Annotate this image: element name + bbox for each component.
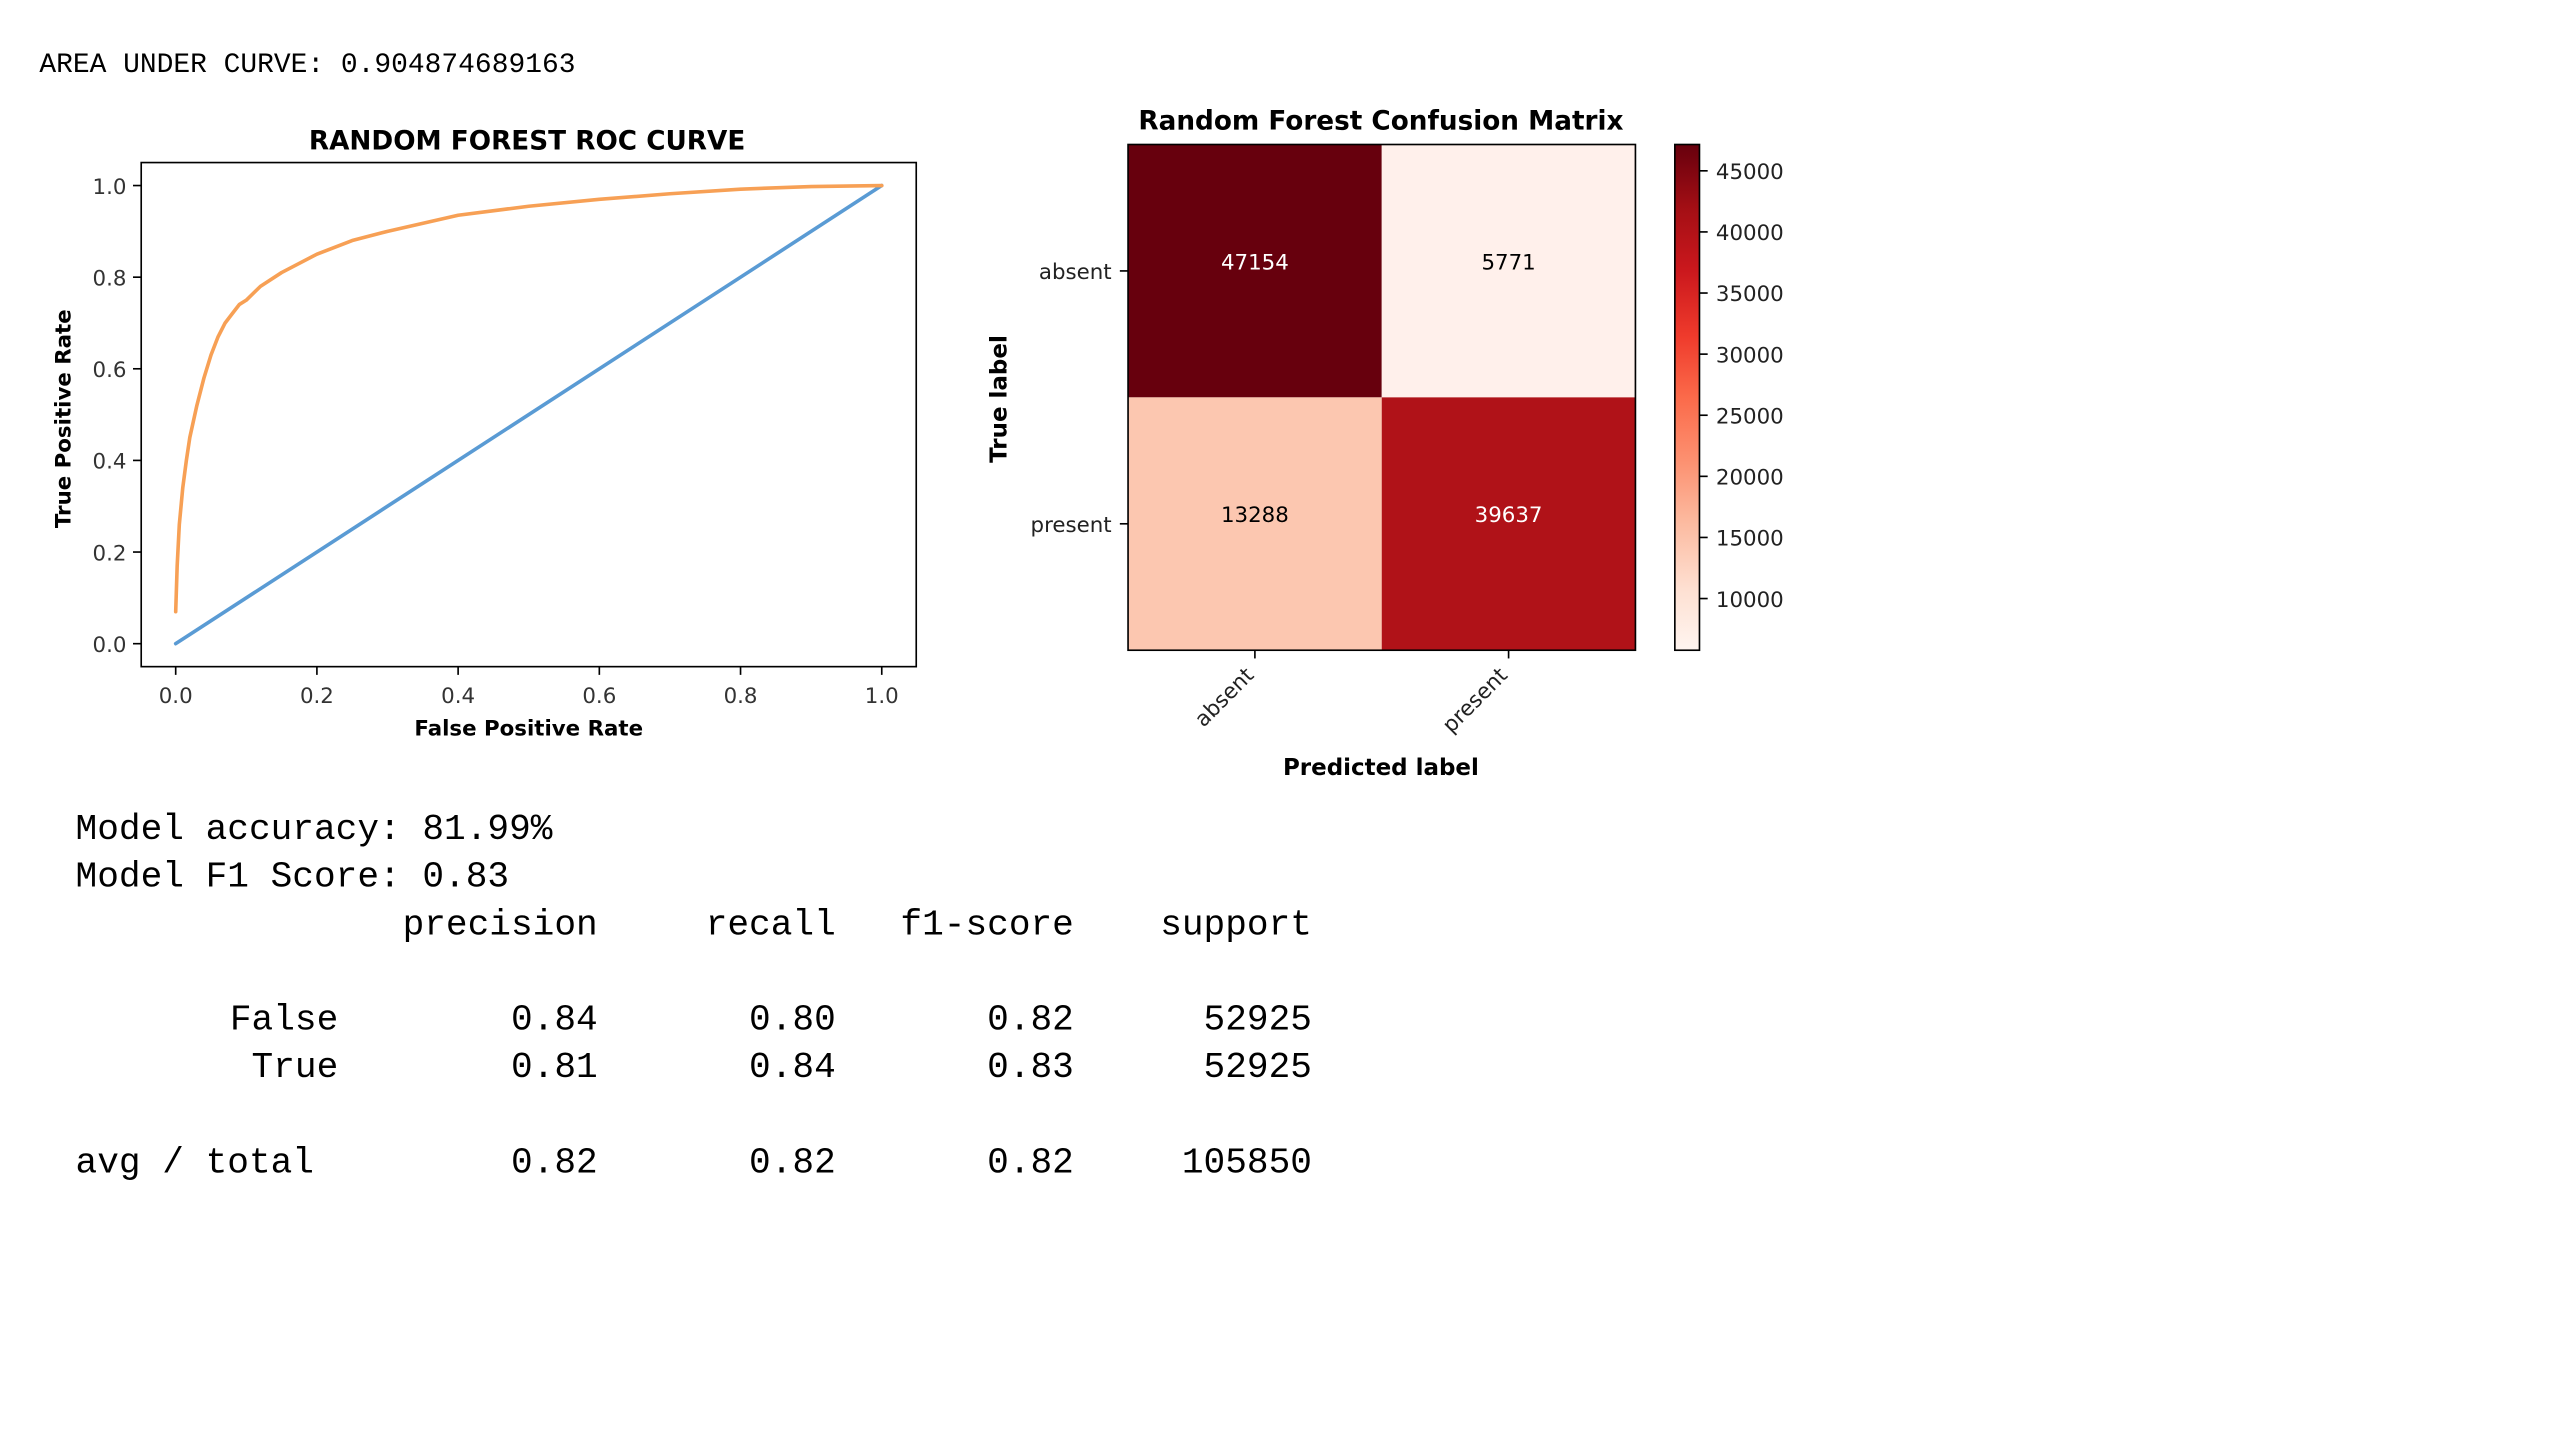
colorbar-tick-label: 25000	[1716, 404, 1784, 429]
roc-x-tick-label: 0.2	[300, 684, 334, 709]
cm-y-tick-label: present	[1031, 513, 1112, 538]
header-support: support	[1160, 904, 1312, 946]
roc-y-tick-label: 0.2	[93, 541, 127, 566]
cm-cell-value: 5771	[1481, 250, 1535, 275]
cm-cell-value: 47154	[1221, 250, 1289, 275]
cm-cell-value: 39637	[1475, 503, 1543, 528]
cm-y-tick-labels: absent present	[1031, 260, 1129, 538]
cm-cell	[1128, 397, 1382, 651]
colorbar	[1674, 143, 1701, 652]
roc-y-tick-label: 0.8	[93, 266, 127, 291]
colorbar-tick-label: 40000	[1716, 221, 1784, 246]
cell-recall: 0.80	[749, 999, 836, 1042]
cell-precision: 0.84	[510, 999, 598, 1042]
report-row-total: avg / total 0.82 0.82 0.82 105850	[76, 1140, 1312, 1188]
row-label: False	[229, 999, 339, 1042]
header-recall: recall	[705, 904, 836, 946]
roc-y-tick-label: 0.6	[93, 358, 127, 383]
auc-text: AREA UNDER CURVE: 0.904874689163	[39, 50, 576, 83]
roc-y-tick-label: 0.4	[93, 450, 127, 475]
roc-y-tick-label: 1.0	[93, 175, 127, 200]
header-precision: precision	[402, 904, 598, 946]
cm-title: Random Forest Confusion Matrix	[1138, 107, 1623, 137]
roc-x-tick-label: 0.4	[441, 684, 475, 709]
accuracy-text: Model accuracy: 81.99%	[75, 809, 553, 851]
cm-x-tick-label: absent	[1190, 663, 1259, 732]
colorbar-tick-label: 10000	[1716, 588, 1784, 613]
roc-y-axis-label: True Positive Rate	[52, 309, 77, 528]
row-label: avg / total	[75, 1142, 315, 1184]
cm-y-axis-label: True label	[987, 335, 1013, 463]
cell-f1-score: 0.82	[987, 1142, 1074, 1184]
report-header-row: precision recall f1-score support	[76, 901, 1312, 949]
cell-recall: 0.84	[749, 1047, 836, 1089]
cm-x-tick-labels: absent present	[1190, 650, 1513, 738]
cm-frame	[1127, 143, 1637, 652]
cm-cell	[1381, 397, 1636, 651]
cell-recall: 0.82	[749, 1142, 836, 1184]
roc-y-ticks: 0.0 0.2 0.4 0.6 0.8 1.0	[93, 175, 142, 658]
colorbar-tick-label: 15000	[1716, 527, 1784, 552]
f1-score-text: Model F1 Score: 0.83	[75, 857, 510, 899]
roc-x-tick-label: 0.6	[582, 684, 616, 709]
cell-precision: 0.81	[510, 1047, 598, 1089]
roc-x-tick-label: 1.0	[865, 684, 899, 709]
roc-diagonal-line	[173, 183, 884, 646]
colorbar-tick-label: 35000	[1716, 282, 1784, 307]
cell-f1-score: 0.82	[987, 999, 1074, 1042]
classification-report: Model accuracy: 81.99% Model F1 Score: 0…	[76, 806, 1312, 1187]
row-label: True	[251, 1047, 339, 1089]
colorbar-tick-label: 20000	[1716, 466, 1784, 491]
roc-x-axis-label: False Positive Rate	[414, 717, 643, 742]
roc-curve-line	[173, 183, 884, 614]
cm-x-axis-label: Predicted label	[1283, 755, 1479, 781]
colorbar-ticks: 10000 15000 20000 25000 30000 35000 40000 45000	[1699, 160, 1784, 613]
cm-cell	[1128, 144, 1382, 398]
cell-support: 52925	[1203, 1047, 1312, 1089]
roc-title: RANDOM FOREST ROC CURVE	[309, 126, 745, 156]
cm-cell	[1381, 144, 1636, 398]
report-row-false: False 0.84 0.80 0.82 52925	[76, 997, 1312, 1045]
cm-y-tick-label: absent	[1039, 260, 1112, 285]
cell-support: 105850	[1181, 1142, 1312, 1184]
roc-x-ticks: 0.0 0.2 0.4 0.6 0.8 1.0	[159, 666, 899, 709]
cell-precision: 0.82	[510, 1142, 598, 1184]
confusion-matrix-chart: Random Forest Confusion Matrix 47154 5771…	[987, 107, 1784, 781]
roc-lines	[173, 183, 884, 646]
colorbar-tick-label: 30000	[1716, 343, 1784, 368]
roc-y-tick-label: 0.0	[93, 633, 127, 658]
cm-cell-value: 13288	[1221, 503, 1289, 528]
report-row-true: True 0.81 0.84 0.83 52925	[76, 1044, 1312, 1092]
roc-x-tick-label: 0.0	[159, 684, 193, 709]
cm-cells: 47154 5771 13288 39637	[1128, 144, 1636, 651]
header-f1-score: f1-score	[900, 904, 1074, 946]
cm-x-tick-label: present	[1438, 663, 1513, 738]
cell-support: 52925	[1203, 999, 1312, 1042]
roc-chart: RANDOM FOREST ROC CURVE 0.0 0.2 0.4 0.6 0.8 1…	[52, 126, 918, 742]
roc-x-tick-label: 0.8	[724, 684, 758, 709]
colorbar-tick-label: 45000	[1716, 160, 1784, 185]
cell-f1-score: 0.83	[987, 1047, 1074, 1089]
